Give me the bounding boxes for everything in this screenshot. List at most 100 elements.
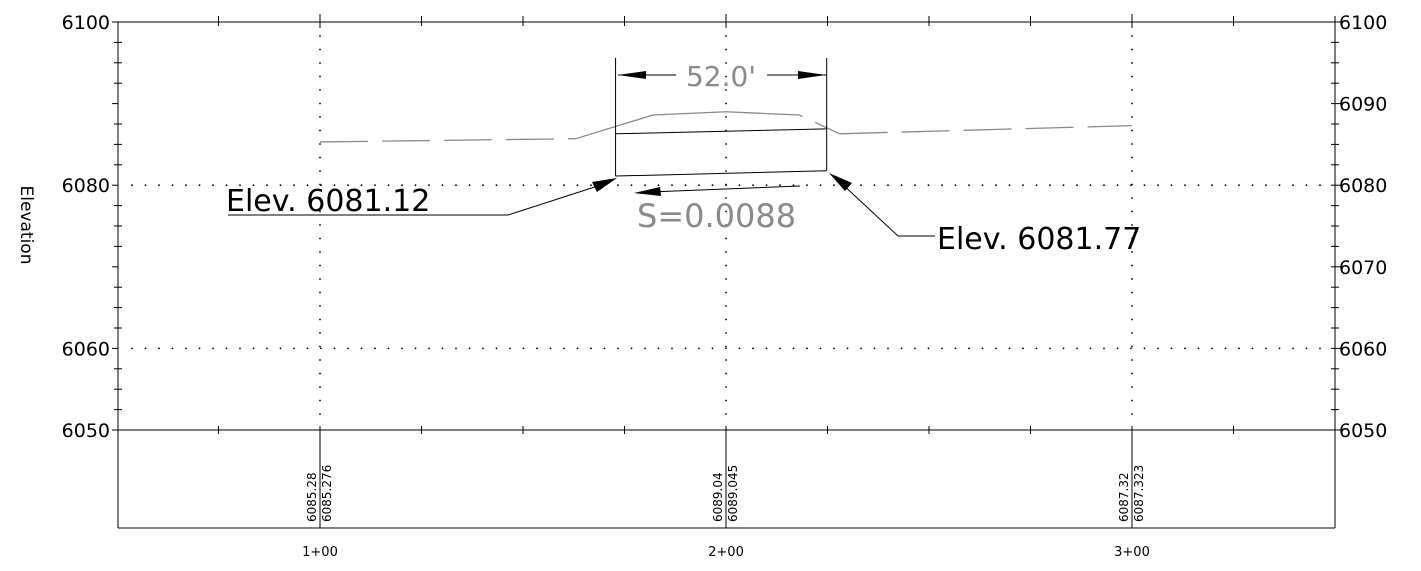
grid-dot <box>725 62 727 64</box>
grid-dot <box>698 184 700 187</box>
grid-dot <box>455 184 457 187</box>
right-elevation-labels: 6100 6090 6080 6070 6060 6050 <box>1339 12 1387 442</box>
inlet-leader-arrow <box>592 178 617 192</box>
grid-dot <box>725 332 727 334</box>
grid-dot <box>536 184 538 187</box>
y-right-label-6100: 6100 <box>1339 12 1387 34</box>
grid-dot <box>954 184 957 187</box>
grid-dot <box>239 347 241 350</box>
grid-dot <box>441 184 444 187</box>
y-axis-title: Elevation <box>16 186 36 265</box>
grid-dot <box>725 278 727 280</box>
grid-dot <box>630 184 633 187</box>
grid-dot <box>725 35 727 37</box>
grid-dot <box>1278 347 1281 350</box>
grid-dot <box>495 184 498 187</box>
y-right-label-6050: 6050 <box>1339 420 1387 442</box>
invert-elevation-callouts: Elev. 6081.12 Elev. 6081.77 <box>226 173 1141 257</box>
grid-dot <box>1131 102 1133 105</box>
grid-dot <box>333 347 336 350</box>
grid-dot <box>1022 184 1024 187</box>
grid-dot <box>495 347 498 350</box>
grid-dot <box>725 75 727 78</box>
grid-dot <box>428 347 430 350</box>
grid-dot <box>293 347 295 350</box>
grid-dot <box>319 224 321 226</box>
grid-dot <box>711 184 714 187</box>
grid-dot <box>1131 143 1133 145</box>
grid-dot <box>319 116 321 118</box>
grid-dot <box>428 184 430 187</box>
grid-dot <box>266 347 268 350</box>
grid-dot <box>725 197 727 199</box>
grid-dot <box>158 184 160 187</box>
grid-dot <box>225 347 228 350</box>
grid-dot <box>1305 347 1308 350</box>
grid-dot <box>725 318 727 321</box>
grid-dot <box>319 143 321 145</box>
grid-dot <box>968 184 970 187</box>
grid-dot <box>468 184 471 187</box>
grid-dot <box>725 399 727 402</box>
grid-dot <box>1251 347 1254 350</box>
grid-dot <box>198 347 201 350</box>
grid-dot <box>1131 305 1133 307</box>
slope-arrow-line <box>649 185 801 193</box>
axis-ticks <box>112 14 1343 528</box>
grid-dot <box>779 347 781 350</box>
grid-dot <box>900 184 903 187</box>
grid-dot <box>1131 62 1133 64</box>
length-dimension: 52.0' <box>618 60 826 93</box>
grid-dot <box>319 102 321 105</box>
grid-dot <box>1265 184 1267 187</box>
grid-dot <box>725 386 727 388</box>
grid-dot <box>319 399 321 402</box>
grid-dot <box>1062 184 1065 187</box>
grid-dot <box>1131 372 1133 375</box>
embankment-left-slope <box>575 114 654 140</box>
grid-dot <box>657 184 660 187</box>
grid-dot <box>563 184 565 187</box>
grid-dot <box>873 184 876 187</box>
grid-dot <box>1008 184 1011 187</box>
grid-dot <box>1131 345 1133 348</box>
grid-dot <box>319 156 321 159</box>
grid-dot <box>725 224 727 226</box>
grid-dot <box>468 347 471 350</box>
grid-dot <box>981 184 984 187</box>
grid-dot <box>522 347 525 350</box>
grid-dot <box>887 184 889 187</box>
grid-dot <box>684 184 687 187</box>
grid-dot <box>1103 184 1105 187</box>
grid-dot <box>1035 347 1038 350</box>
grid-dot <box>725 143 727 145</box>
grid-dot <box>1211 184 1213 187</box>
grid-dot <box>225 184 228 187</box>
grid-dot <box>158 347 160 350</box>
grid-dot <box>806 184 808 187</box>
grid-dot <box>319 413 321 415</box>
grid-dot <box>185 347 187 350</box>
outlet-elevation-label: Elev. 6081.77 <box>937 222 1141 257</box>
grid-dot <box>995 184 997 187</box>
grid-dot <box>1131 237 1133 240</box>
embankment-top-line <box>652 111 840 135</box>
grid-dot <box>725 237 727 240</box>
grid-dot <box>522 184 525 187</box>
grid-dot <box>1131 183 1133 186</box>
grid-dot <box>293 184 295 187</box>
grid-dot <box>482 347 484 350</box>
grid-dot <box>1089 347 1092 350</box>
grid-dot <box>1116 184 1119 187</box>
grid-dot <box>1022 347 1024 350</box>
grid-dot <box>1224 347 1227 350</box>
grid-dot <box>549 184 552 187</box>
grid-dot <box>765 184 768 187</box>
grid-dot <box>725 413 727 415</box>
grid-dot <box>1131 89 1133 91</box>
grid-dot <box>414 347 417 350</box>
grid-dot <box>1131 318 1133 321</box>
grid-dot <box>1131 48 1133 51</box>
grid-dot <box>401 184 403 187</box>
grid-dot <box>387 347 390 350</box>
